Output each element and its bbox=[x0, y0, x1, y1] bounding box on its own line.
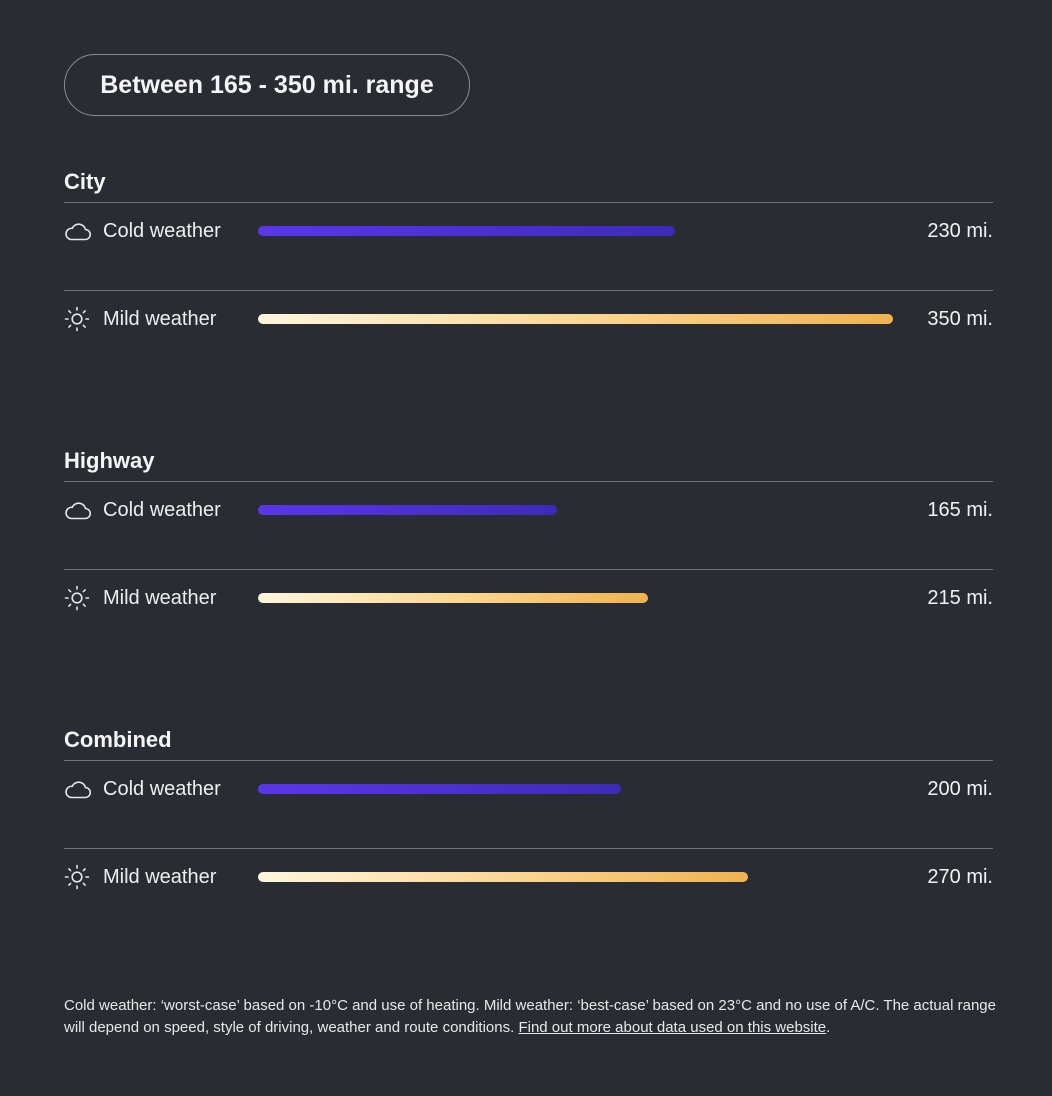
section-highway: Highway Cold weather 165 mi. Mild weathe… bbox=[64, 448, 993, 657]
range-row: Cold weather 165 mi. bbox=[64, 481, 993, 569]
row-label: Cold weather bbox=[103, 220, 221, 242]
section-title: City bbox=[64, 169, 106, 194]
sun-icon bbox=[64, 864, 90, 890]
range-bar bbox=[258, 593, 649, 603]
section-title: Combined bbox=[64, 727, 172, 752]
range-row: Cold weather 230 mi. bbox=[64, 202, 993, 290]
row-value: 200 mi. bbox=[927, 778, 993, 800]
sun-icon bbox=[64, 585, 90, 611]
row-label: Mild weather bbox=[103, 308, 217, 330]
data-info-link[interactable]: Find out more about data used on this we… bbox=[518, 1019, 827, 1036]
sun-icon bbox=[64, 306, 90, 332]
row-value: 165 mi. bbox=[927, 499, 993, 521]
range-bar bbox=[258, 505, 558, 515]
range-bar bbox=[258, 872, 748, 882]
footnote: Cold weather: ‘worst-case’ based on -10°… bbox=[64, 995, 999, 1039]
row-label: Mild weather bbox=[103, 866, 217, 888]
cloud-icon bbox=[65, 781, 92, 799]
row-label: Cold weather bbox=[103, 778, 221, 800]
range-row: Mild weather 215 mi. bbox=[64, 569, 993, 657]
range-bar bbox=[258, 784, 621, 794]
range-bar bbox=[258, 314, 893, 324]
range-row: Mild weather 350 mi. bbox=[64, 290, 993, 378]
row-label: Mild weather bbox=[103, 587, 217, 609]
range-bar bbox=[258, 226, 676, 236]
section-title: Highway bbox=[64, 448, 155, 473]
cloud-icon bbox=[65, 223, 92, 241]
cloud-icon bbox=[65, 502, 92, 520]
row-value: 350 mi. bbox=[927, 308, 993, 330]
footnote-text: Cold weather: ‘worst-case’ based on -10°… bbox=[64, 997, 996, 1036]
row-value: 270 mi. bbox=[927, 866, 993, 888]
section-city: City Cold weather 230 mi. Mild weather 3… bbox=[64, 169, 993, 378]
section-combined: Combined Cold weather 200 mi. Mild weath… bbox=[64, 727, 993, 936]
row-value: 215 mi. bbox=[927, 587, 993, 609]
range-row: Cold weather 200 mi. bbox=[64, 760, 993, 848]
row-label: Cold weather bbox=[103, 499, 221, 521]
range-row: Mild weather 270 mi. bbox=[64, 848, 993, 936]
footnote-end: . bbox=[826, 1019, 831, 1036]
range-summary-badge: Between 165 - 350 mi. range bbox=[64, 54, 470, 116]
row-value: 230 mi. bbox=[927, 220, 993, 242]
